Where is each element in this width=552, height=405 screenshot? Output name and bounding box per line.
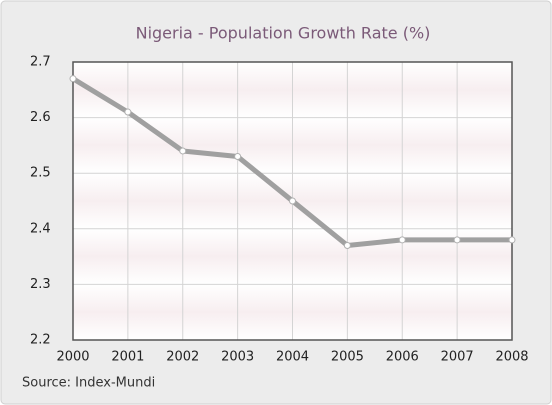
y-tick-label: 2.4 bbox=[30, 221, 51, 236]
data-point bbox=[234, 153, 242, 161]
data-point bbox=[289, 197, 296, 205]
chart-title: Nigeria - Population Growth Rate (%) bbox=[136, 24, 431, 43]
x-tick-label: 2001 bbox=[111, 350, 144, 365]
data-point bbox=[453, 236, 461, 244]
data-point bbox=[179, 147, 187, 155]
source-note: Source: Index-Mundi bbox=[22, 376, 155, 391]
data-point bbox=[398, 236, 406, 244]
y-tick-label: 2.5 bbox=[30, 166, 51, 181]
data-point bbox=[69, 75, 77, 83]
y-tick-label: 2.6 bbox=[30, 110, 51, 125]
x-tick-label: 2008 bbox=[495, 350, 528, 365]
x-tick-label: 2000 bbox=[56, 350, 89, 365]
y-tick-label: 2.3 bbox=[30, 277, 51, 292]
x-tick-label: 2007 bbox=[441, 350, 474, 365]
x-tick-label: 2005 bbox=[331, 350, 364, 365]
y-tick-label: 2.2 bbox=[30, 333, 51, 348]
data-point bbox=[343, 241, 351, 249]
x-tick-label: 2006 bbox=[386, 350, 419, 365]
x-tick-label: 2004 bbox=[276, 350, 309, 365]
data-point bbox=[508, 236, 516, 244]
plot-border bbox=[72, 61, 513, 341]
x-tick-label: 2003 bbox=[221, 350, 254, 365]
x-tick-label: 2002 bbox=[166, 350, 199, 365]
y-tick-label: 2.7 bbox=[30, 55, 51, 70]
data-point bbox=[124, 108, 132, 116]
